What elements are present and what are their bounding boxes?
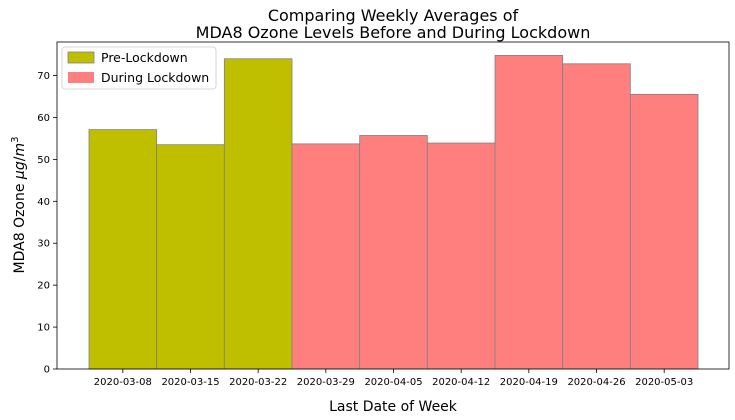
- x-tick-label: 2020-04-05: [364, 377, 422, 388]
- y-axis-label: MDA8 Ozone μg/m3: [10, 137, 28, 274]
- y-axis-label-m: m: [12, 143, 28, 157]
- bar-2020-03-08-pre-lockdown: [88, 129, 158, 370]
- legend-frame: [61, 46, 217, 90]
- y-tick-label: 60: [37, 113, 50, 124]
- x-ticks-group: 2020-03-08 2020-03-15 2020-03-22 2020-03-29…: [94, 369, 693, 388]
- bar-2020-04-26-during-lockdown: [562, 63, 631, 370]
- bar-2020-03-29-during-lockdown: [291, 143, 361, 370]
- x-axis-label: Last Date of Week: [329, 399, 458, 415]
- y-axis-label-g: g: [12, 161, 28, 170]
- x-tick-label: 2020-03-15: [161, 377, 219, 388]
- y-axis-label-mu: μ: [12, 170, 28, 180]
- y-tick-label: 10: [37, 323, 50, 334]
- y-tick-label: 20: [37, 281, 50, 292]
- bars-group: [88, 55, 699, 370]
- y-axis-label-prefix: MDA8 Ozone: [12, 179, 28, 273]
- y-tick-label: 50: [37, 155, 50, 166]
- legend: Pre-Lockdown During Lockdown: [61, 46, 217, 90]
- x-tick-label: 2020-04-26: [567, 377, 625, 388]
- bar-2020-04-19-during-lockdown: [494, 55, 564, 370]
- bar-2020-03-22-pre-lockdown: [223, 58, 293, 370]
- y-axis-label-exponent: 3: [10, 137, 21, 143]
- x-tick-label: 2020-04-19: [500, 377, 558, 388]
- legend-swatch-pre-lockdown: [67, 51, 95, 64]
- chart-title-line-1: Comparing Weekly Averages of: [268, 6, 519, 25]
- legend-label-pre-lockdown: Pre-Lockdown: [101, 50, 188, 65]
- x-tick-label: 2020-03-08: [94, 377, 152, 388]
- chart-title-line-2: MDA8 Ozone Levels Before and During Lock…: [196, 23, 591, 42]
- y-ticks-group: 0 10 20 30 40 50 60 70: [37, 71, 57, 376]
- y-tick-label: 40: [37, 197, 50, 208]
- y-tick-label: 30: [37, 239, 50, 250]
- y-tick-label: 70: [37, 71, 50, 82]
- legend-swatch-during-lockdown: [68, 72, 94, 83]
- bar-2020-04-05-during-lockdown: [359, 135, 428, 370]
- x-tick-label: 2020-05-03: [635, 377, 693, 388]
- y-tick-label: 0: [44, 365, 50, 376]
- x-tick-label: 2020-03-22: [229, 377, 287, 388]
- bar-2020-05-03-during-lockdown: [629, 94, 699, 370]
- bar-2020-03-15-pre-lockdown: [156, 144, 225, 370]
- bar-2020-04-12-during-lockdown: [426, 142, 496, 370]
- plot-frame: [56, 41, 730, 370]
- x-tick-label: 2020-04-12: [432, 377, 490, 388]
- legend-label-during-lockdown: During Lockdown: [101, 70, 209, 85]
- y-axis-label-slash: /: [12, 156, 28, 161]
- x-tick-label: 2020-03-29: [297, 377, 355, 388]
